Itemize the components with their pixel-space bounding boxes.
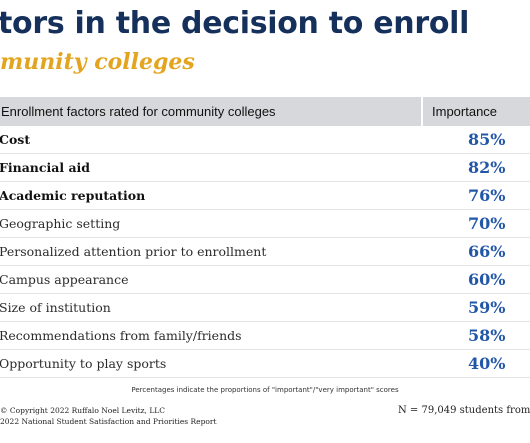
importance-value: 76% [468,186,506,205]
table-row: Size of institution 59% [0,294,530,322]
header-divider [421,97,423,126]
table-row: Financial aid 82% [0,154,530,182]
table-body: Cost 85% Financial aid 82% Academic reputati… [0,126,530,378]
footnote: Percentages indicate the proportions of … [131,386,399,394]
factor-label: Financial aid [0,160,91,175]
copyright-text: © Copyright 2022 Ruffalo Noel Levitz, LL… [0,406,166,415]
column-header-importance: Importance [432,104,498,119]
importance-value: 59% [468,298,506,317]
importance-value: 58% [468,326,506,345]
factor-label: Cost [0,132,31,147]
factor-label: Size of institution [0,300,111,315]
report-name: 2022 National Student Satisfaction and P… [0,417,217,426]
factor-label: Opportunity to play sports [0,356,167,371]
importance-value: 60% [468,270,506,289]
importance-value: 66% [468,242,506,261]
importance-value: 85% [468,130,506,149]
factor-label: Personalized attention prior to enrollme… [0,244,267,259]
factor-label: Geographic setting [0,216,121,231]
table-row: Campus appearance 60% [0,266,530,294]
enrollment-factors-table: Enrollment factors rated for community c… [0,97,530,378]
column-header-factor: Enrollment factors rated for community c… [1,104,276,119]
sample-size: N = 79,049 students from 1 [398,405,530,416]
factor-label: Recommendations from family/friends [0,328,242,343]
table-row: Recommendations from family/friends 58% [0,322,530,350]
factor-label: Campus appearance [0,272,129,287]
importance-value: 82% [468,158,506,177]
table-header: Enrollment factors rated for community c… [0,97,530,126]
importance-value: 40% [468,354,506,373]
table-row: Cost 85% [0,126,530,154]
table-row: Opportunity to play sports 40% [0,350,530,378]
table-row: Academic reputation 76% [0,182,530,210]
table-row: Personalized attention prior to enrollme… [0,238,530,266]
page-subtitle: munity colleges [0,49,195,75]
table-row: Geographic setting 70% [0,210,530,238]
importance-value: 70% [468,214,506,233]
page-title: tors in the decision to enroll [0,6,470,41]
factor-label: Academic reputation [0,188,146,203]
